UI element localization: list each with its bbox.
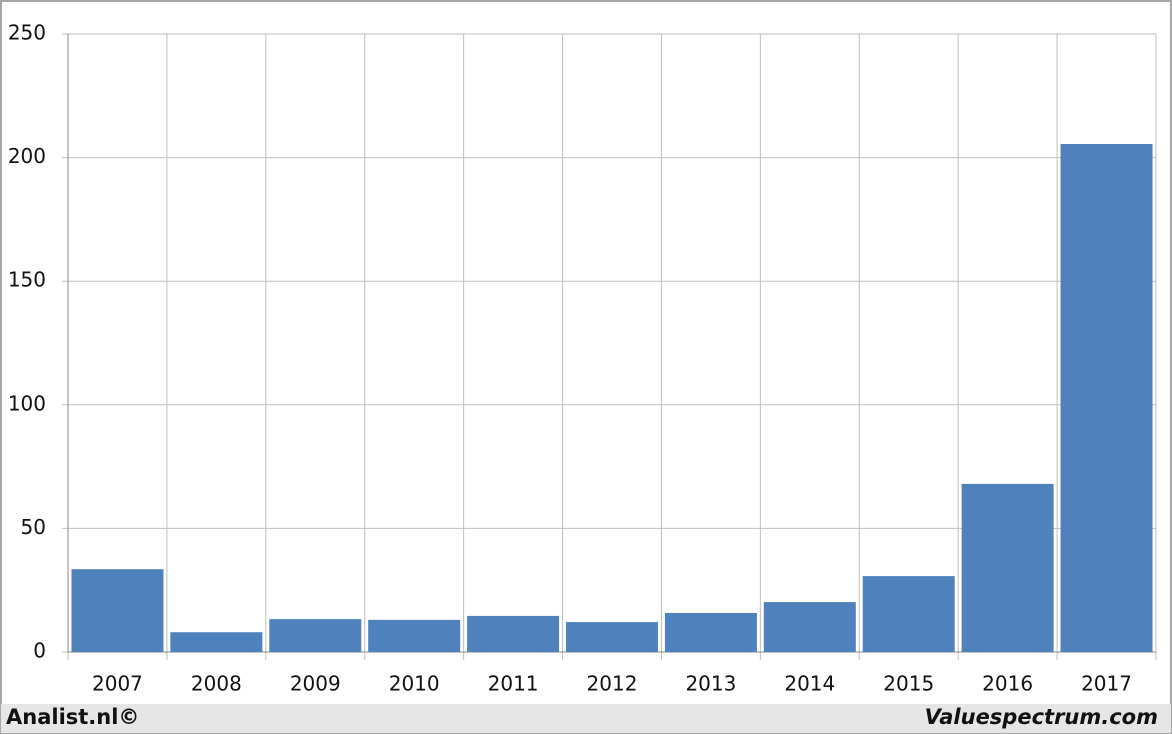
- bar: [71, 569, 164, 652]
- bar: [862, 576, 955, 652]
- bar: [763, 602, 856, 652]
- x-tick-label: 2015: [883, 672, 934, 696]
- bar: [566, 622, 658, 652]
- y-tick-label: 150: [8, 268, 46, 292]
- footer-bar: [1, 704, 1171, 733]
- bar: [368, 619, 461, 652]
- bar: [1060, 144, 1153, 652]
- bar: [467, 615, 560, 652]
- bar: [664, 612, 757, 652]
- footer-left: Analist.nl©: [6, 705, 139, 729]
- y-tick-label: 200: [8, 144, 46, 168]
- x-tick-label: 2011: [488, 672, 539, 696]
- x-tick-label: 2008: [191, 672, 242, 696]
- y-tick-label: 100: [8, 391, 46, 415]
- bar: [269, 619, 362, 652]
- bar: [961, 483, 1054, 652]
- y-tick-label: 250: [8, 21, 46, 45]
- x-tick-label: 2007: [92, 672, 143, 696]
- x-tick-label: 2014: [784, 672, 835, 696]
- x-tick-label: 2009: [290, 672, 341, 696]
- x-tick-label: 2012: [587, 672, 638, 696]
- bar: [170, 632, 263, 652]
- footer-right: Valuespectrum.com: [925, 705, 1158, 729]
- x-tick-label: 2016: [982, 672, 1033, 696]
- y-tick-label: 50: [21, 515, 46, 539]
- x-tick-label: 2013: [685, 672, 736, 696]
- x-tick-label: 2017: [1081, 672, 1132, 696]
- y-tick-label: 0: [33, 639, 46, 663]
- x-tick-label: 2010: [389, 672, 440, 696]
